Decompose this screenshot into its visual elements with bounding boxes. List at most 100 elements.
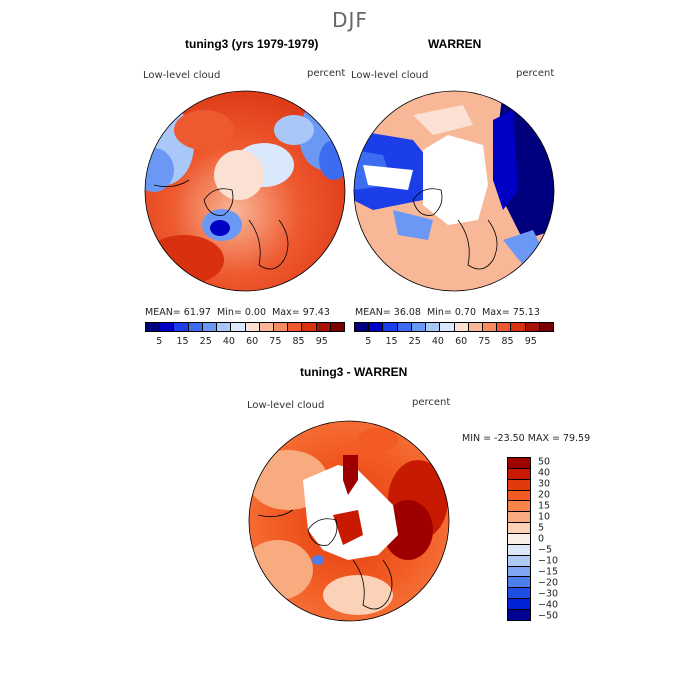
cb1-swatch [174, 323, 189, 331]
cb3-tick-label: 30 [538, 478, 551, 490]
cb1-swatch [231, 323, 246, 331]
cb3-swatch [508, 566, 530, 578]
cb1-swatch [316, 323, 331, 331]
cb2-tick-label: 85 [501, 336, 514, 347]
map-difference [248, 420, 450, 622]
cb3-tick-label: 50 [538, 456, 551, 468]
cb2-tick-label: 40 [431, 336, 444, 347]
cb3-swatch [508, 523, 530, 535]
cb1-swatch [288, 323, 303, 331]
panel1-max: Max= 97.43 [272, 307, 330, 318]
colorbar-warren [354, 322, 554, 332]
panel3-minmax: MIN = -23.50 MAX = 79.59 [462, 433, 591, 444]
cb3-tick-label: 20 [538, 489, 551, 501]
panel1-min: Min= 0.00 [217, 307, 267, 318]
cb3-tick-label: 15 [538, 500, 551, 512]
cb3-swatch [508, 577, 530, 589]
cb2-swatch [468, 323, 483, 331]
cb2-swatch [411, 323, 427, 331]
cb3-swatch [508, 490, 530, 502]
cb2-swatch [539, 323, 554, 331]
colorbar-difference-labels: 50 40 30 20 15 10 5 0 −5 −10 −15 −20 −30 −40 −50 [538, 457, 578, 621]
cb1-tick-label: 60 [246, 336, 259, 347]
cb1-swatch [146, 323, 161, 331]
cb3-tick-label: 40 [538, 467, 551, 479]
cb1-swatch [302, 323, 317, 331]
panel1-variable-label: Low-level cloud [143, 70, 221, 81]
cb2-tick-label: 15 [385, 336, 398, 347]
map-warren [353, 90, 555, 292]
cb3-tick-label: −20 [538, 577, 559, 589]
cb3-swatch [508, 544, 530, 556]
colorbar-tuning3-labels: 5 15 25 40 60 75 85 95 [145, 336, 345, 348]
cb3-tick-label: −15 [538, 566, 559, 578]
cb1-swatch [160, 323, 175, 331]
cb3-swatch [508, 599, 530, 611]
cb1-swatch [202, 323, 218, 331]
season-title: DJF [332, 8, 368, 32]
panel2-variable-label: Low-level cloud [351, 70, 429, 81]
panel2-stats: MEAN= 36.08 Min= 0.70 Max= 75.13 [355, 307, 540, 318]
cb2-swatch [497, 323, 512, 331]
cb2-swatch [397, 323, 412, 331]
panel3-title: tuning3 - WARREN [300, 365, 408, 379]
cb2-swatch [383, 323, 398, 331]
cb1-tick-label: 95 [315, 336, 328, 347]
cb2-swatch [511, 323, 526, 331]
cb3-swatch [508, 512, 530, 524]
cb1-tick-label: 75 [269, 336, 282, 347]
cb2-tick-label: 60 [455, 336, 468, 347]
cb2-swatch [440, 323, 455, 331]
cb1-tick-label: 85 [292, 336, 305, 347]
cb3-swatch [508, 555, 530, 567]
cb3-tick-label: −5 [538, 544, 553, 556]
map-tuning3 [144, 90, 346, 292]
cb2-tick-label: 25 [408, 336, 421, 347]
colorbar-tuning3 [145, 322, 345, 332]
panel2-units-label: percent [516, 68, 555, 79]
cb1-tick-label: 25 [199, 336, 212, 347]
cb2-swatch [426, 323, 441, 331]
panel3-variable-label: Low-level cloud [247, 400, 325, 411]
cb3-tick-label: 5 [538, 522, 545, 534]
cb2-swatch [482, 323, 498, 331]
panel1-mean: MEAN= 61.97 [145, 307, 211, 318]
cb1-tick-label: 40 [222, 336, 235, 347]
cb3-tick-label: −10 [538, 555, 559, 567]
cb3-swatch [508, 610, 530, 620]
panel2-min: Min= 0.70 [427, 307, 477, 318]
cb3-tick-label: 0 [538, 533, 545, 545]
cb3-swatch [508, 588, 530, 600]
cb3-swatch [508, 479, 530, 491]
cb2-swatch [369, 323, 384, 331]
cb2-tick-label: 5 [365, 336, 372, 347]
panel2-mean: MEAN= 36.08 [355, 307, 421, 318]
cb1-swatch [259, 323, 274, 331]
cb1-swatch [188, 323, 203, 331]
panel1-units-label: percent [307, 68, 346, 79]
cb2-tick-label: 95 [524, 336, 537, 347]
cb1-swatch [330, 323, 345, 331]
cb1-swatch [245, 323, 260, 331]
cb3-tick-label: −50 [538, 610, 559, 622]
panel1-stats: MEAN= 61.97 Min= 0.00 Max= 97.43 [145, 307, 330, 318]
cb3-tick-label: 10 [538, 511, 551, 523]
cb1-tick-label: 5 [156, 336, 163, 347]
cb3-swatch [508, 534, 530, 545]
cb3-tick-label: −30 [538, 588, 559, 600]
cb2-swatch [454, 323, 469, 331]
colorbar-warren-labels: 5 15 25 40 60 75 85 95 [354, 336, 554, 348]
cb1-swatch [273, 323, 289, 331]
cb1-swatch [217, 323, 232, 331]
panel3-units-label: percent [412, 397, 451, 408]
panel2-max: Max= 75.13 [482, 307, 540, 318]
cb3-swatch [508, 468, 530, 480]
cb2-swatch [355, 323, 370, 331]
cb2-swatch [525, 323, 540, 331]
cb3-tick-label: −40 [538, 599, 559, 611]
cb3-swatch [508, 501, 530, 513]
cb2-tick-label: 75 [478, 336, 491, 347]
cb3-swatch [508, 458, 530, 469]
panel1-title: tuning3 (yrs 1979-1979) [185, 37, 319, 51]
cb1-tick-label: 15 [176, 336, 189, 347]
